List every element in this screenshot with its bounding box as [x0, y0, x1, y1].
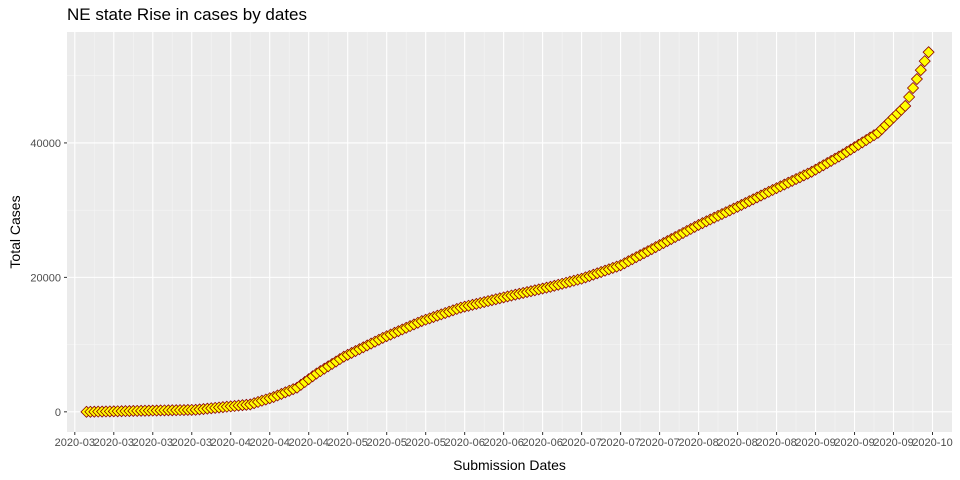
- x-tick-label: 2020-03: [172, 437, 212, 449]
- data-point: [903, 90, 916, 104]
- x-tick-label: 2020-08: [678, 437, 718, 449]
- x-tick-label: 2020-03: [133, 437, 173, 449]
- x-tick-label: 2020-07: [639, 437, 679, 449]
- x-tick-label: 2020-08: [756, 437, 796, 449]
- x-tick-label: 2020-07: [561, 437, 601, 449]
- plot-panel: [67, 32, 952, 432]
- y-tick-label: 0: [55, 407, 61, 419]
- data-point: [914, 64, 927, 77]
- x-tick-label: 2020-04: [211, 437, 251, 449]
- x-tick-label: 2020-07: [600, 437, 640, 449]
- x-tick-label: 2020-04: [250, 437, 290, 449]
- x-axis: 2020-032020-032020-032020-032020-042020-…: [55, 432, 953, 449]
- x-tick-label: 2020-06: [444, 437, 484, 449]
- x-tick-label: 2020-09: [834, 437, 874, 449]
- data-point: [922, 46, 935, 59]
- data-point: [918, 55, 931, 68]
- x-tick-label: 2020-05: [328, 437, 368, 449]
- x-tick-label: 2020-08: [717, 437, 757, 449]
- x-tick-label: 2020-09: [795, 437, 835, 449]
- data-points: [80, 46, 935, 418]
- y-tick-label: 20000: [30, 272, 61, 284]
- chart-title: NE state Rise in cases by dates: [67, 5, 308, 24]
- x-tick-label: 2020-10: [912, 437, 952, 449]
- data-point: [899, 99, 912, 113]
- x-tick-label: 2020-03: [55, 437, 95, 449]
- x-tick-label: 2020-04: [289, 437, 329, 449]
- data-point: [906, 81, 920, 95]
- y-axis-title: Total Cases: [7, 195, 23, 268]
- x-axis-title: Submission Dates: [453, 457, 566, 473]
- y-axis: 0 20000 40000: [30, 138, 67, 419]
- x-tick-label: 2020-03: [94, 437, 134, 449]
- x-tick-label: 2020-09: [873, 437, 913, 449]
- x-tick-label: 2020-05: [367, 437, 407, 449]
- data-point: [910, 72, 923, 86]
- x-tick-label: 2020-06: [522, 437, 562, 449]
- y-tick-label: 40000: [30, 138, 61, 150]
- x-tick-label: 2020-05: [405, 437, 445, 449]
- major-gridlines: [67, 32, 952, 432]
- x-tick-label: 2020-06: [483, 437, 523, 449]
